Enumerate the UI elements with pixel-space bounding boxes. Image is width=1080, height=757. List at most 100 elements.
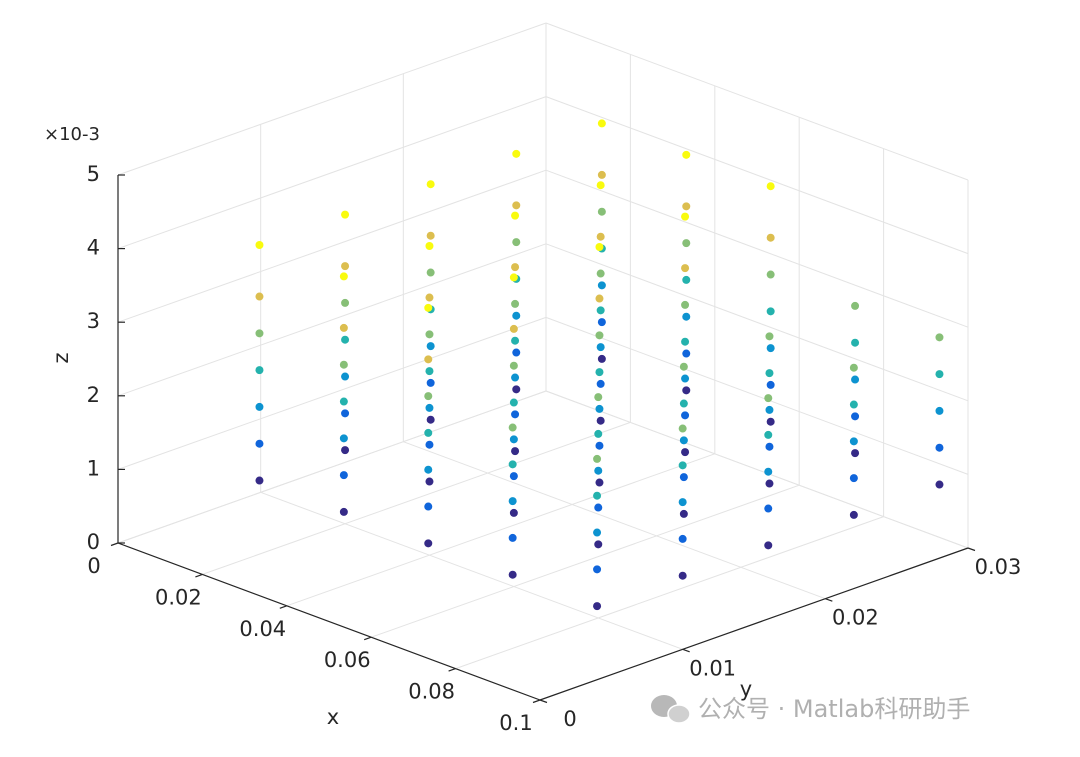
x-tick — [195, 573, 203, 578]
point — [851, 412, 860, 421]
point — [511, 336, 520, 345]
point — [849, 510, 858, 519]
y-tick — [682, 648, 690, 653]
point — [765, 369, 774, 378]
point — [339, 507, 348, 516]
point — [595, 294, 604, 303]
point — [594, 429, 603, 438]
point — [766, 307, 775, 316]
point — [339, 323, 348, 332]
point — [679, 362, 688, 371]
point — [681, 212, 690, 221]
grid-line — [117, 22, 547, 176]
x-tick-label: 0.04 — [239, 617, 286, 641]
x-tick-label: 0.06 — [324, 648, 371, 672]
y-tick — [539, 699, 548, 704]
point — [935, 406, 944, 415]
point — [593, 491, 602, 500]
point — [424, 539, 433, 548]
point — [682, 275, 691, 284]
point — [595, 331, 604, 340]
point — [681, 337, 690, 346]
point — [681, 264, 690, 273]
point — [851, 449, 860, 458]
point — [426, 415, 435, 424]
point — [766, 270, 775, 279]
point — [425, 293, 434, 302]
point — [511, 211, 520, 220]
point — [678, 424, 687, 433]
point — [595, 404, 604, 413]
point — [341, 262, 350, 271]
z-axis-label: z — [49, 352, 73, 363]
grid-line — [202, 421, 631, 575]
point — [508, 423, 517, 432]
grid-line — [371, 484, 800, 638]
point — [678, 534, 687, 543]
point — [425, 477, 434, 486]
point — [766, 380, 775, 389]
point — [508, 497, 517, 506]
point — [766, 182, 775, 191]
point — [339, 360, 348, 369]
y-tick-label: 0.01 — [689, 656, 736, 680]
watermark: 公众号 · Matlab科研助手 — [651, 695, 970, 724]
point — [679, 436, 688, 445]
point — [341, 446, 350, 455]
point — [849, 437, 858, 446]
point — [509, 273, 518, 282]
point — [255, 476, 264, 485]
point — [597, 119, 606, 128]
point — [594, 393, 603, 402]
point — [766, 417, 775, 426]
point — [424, 392, 433, 401]
point — [597, 207, 606, 216]
point — [596, 343, 605, 352]
point — [341, 210, 350, 219]
point — [681, 448, 690, 457]
grid-line — [545, 169, 969, 328]
point — [511, 410, 520, 419]
x-tick — [110, 542, 119, 547]
y-axis-label: y — [740, 677, 752, 701]
point — [765, 479, 774, 488]
point — [851, 375, 860, 384]
point — [682, 202, 691, 211]
point — [426, 342, 435, 351]
point — [765, 442, 774, 451]
point — [935, 370, 944, 379]
point — [341, 298, 350, 307]
point — [512, 149, 521, 158]
point — [596, 416, 605, 425]
z-tick-label: 5 — [87, 162, 100, 186]
point — [425, 242, 434, 251]
point — [849, 474, 858, 483]
point — [512, 385, 521, 394]
point — [597, 281, 606, 290]
z-tick-label: 2 — [87, 383, 100, 407]
point — [679, 509, 688, 518]
point — [508, 533, 517, 542]
x-axis — [117, 542, 541, 701]
y-tick-label: 0.02 — [832, 606, 879, 630]
point — [849, 363, 858, 372]
point — [511, 447, 520, 456]
point — [425, 367, 434, 376]
point — [849, 400, 858, 409]
grid-line — [117, 96, 547, 250]
point — [597, 354, 606, 363]
point — [511, 373, 520, 382]
point — [596, 379, 605, 388]
point — [341, 335, 350, 344]
point — [682, 150, 691, 159]
point — [764, 541, 773, 550]
point — [512, 201, 521, 210]
point — [596, 232, 605, 241]
point — [595, 441, 604, 450]
point — [681, 300, 690, 309]
point — [594, 503, 603, 512]
point — [682, 386, 691, 395]
wechat-icon — [651, 695, 691, 724]
point — [426, 268, 435, 277]
z-tick-label: 3 — [87, 309, 100, 333]
